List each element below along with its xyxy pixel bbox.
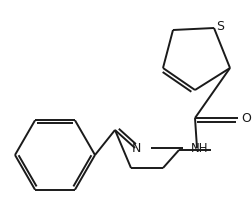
Text: NH: NH	[191, 141, 208, 154]
Text: S: S	[216, 19, 224, 33]
Text: O: O	[241, 111, 251, 125]
Text: N: N	[132, 141, 141, 154]
